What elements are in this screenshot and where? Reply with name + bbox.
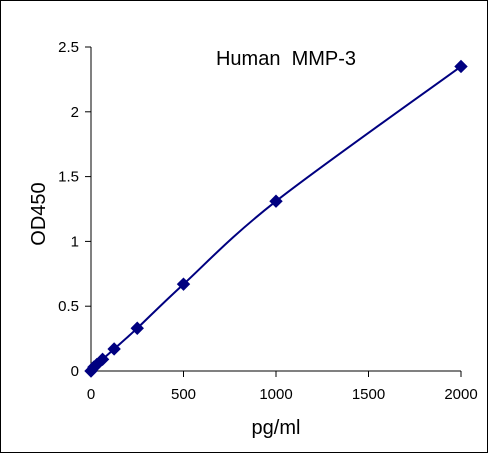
- y-axis: 0 0.5 1 1.5 2 2.5: [58, 39, 92, 380]
- x-tick-label: 500: [171, 386, 196, 403]
- x-tick-label: 2000: [444, 386, 477, 403]
- y-tick-label: 2: [71, 104, 79, 121]
- x-axis-label: pg/ml: [252, 417, 301, 439]
- x-tick-label: 1000: [259, 386, 292, 403]
- data-point-marker: [95, 352, 110, 367]
- data-point-marker: [454, 59, 468, 74]
- y-tick-label: 0: [71, 363, 79, 380]
- series-curve: [90, 65, 462, 372]
- data-point-marker: [107, 342, 121, 356]
- y-tick-label: 0.5: [58, 298, 79, 315]
- y-tick-label: 1: [71, 233, 79, 250]
- data-point-marker: [176, 277, 191, 291]
- y-tick-label: 2.5: [58, 39, 79, 56]
- chart-title: Human MMP-3: [216, 48, 356, 70]
- series-markers: [84, 59, 468, 378]
- data-point-marker: [130, 321, 144, 335]
- data-point-marker: [269, 194, 283, 208]
- x-axis: 0 500 1000 1500 2000: [87, 370, 478, 403]
- x-tick-label: 0: [87, 386, 95, 403]
- x-tick-label: 1500: [352, 386, 385, 403]
- y-tick-label: 1.5: [58, 169, 79, 186]
- y-axis-label: OD450: [28, 182, 50, 245]
